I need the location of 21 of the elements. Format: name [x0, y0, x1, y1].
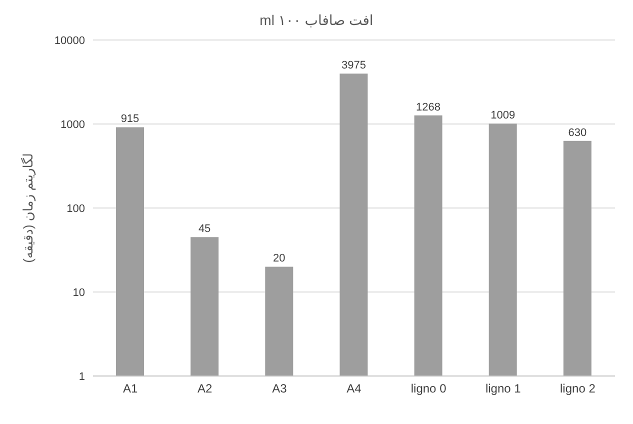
data-label: 45: [198, 223, 211, 236]
data-label: 3975: [341, 60, 366, 72]
y-axis-title: لگاریتم زمان (دقیقه): [20, 153, 37, 263]
x-tick-label: ligno 0: [410, 382, 447, 396]
y-tick-label: 10000: [54, 34, 85, 47]
x-tick-label: ligno 1: [485, 382, 522, 396]
y-tick-label: 1: [78, 370, 85, 383]
y-tick-label: 1000: [60, 118, 85, 131]
data-label: 915: [120, 113, 140, 126]
chart-title: افت صافاب ml ۱۰۰: [258, 12, 374, 29]
x-tick-label: A2: [198, 382, 213, 396]
x-tick-label: A3: [272, 382, 288, 396]
y-tick-label: 100: [66, 202, 85, 215]
y-tick-label: 10: [72, 286, 85, 299]
x-tick-label: ligno 2: [560, 382, 596, 396]
data-label: 630: [568, 126, 587, 139]
data-label: 1268: [416, 101, 441, 114]
x-tick-label: A1: [122, 382, 138, 396]
data-label: 1009: [490, 110, 516, 122]
data-label: 20: [273, 252, 286, 265]
x-tick-label: A4: [346, 382, 362, 396]
